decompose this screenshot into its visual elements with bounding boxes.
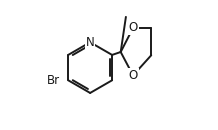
Text: O: O — [128, 21, 138, 34]
Text: N: N — [86, 36, 95, 49]
Text: Br: Br — [47, 74, 60, 87]
Text: O: O — [128, 69, 138, 82]
